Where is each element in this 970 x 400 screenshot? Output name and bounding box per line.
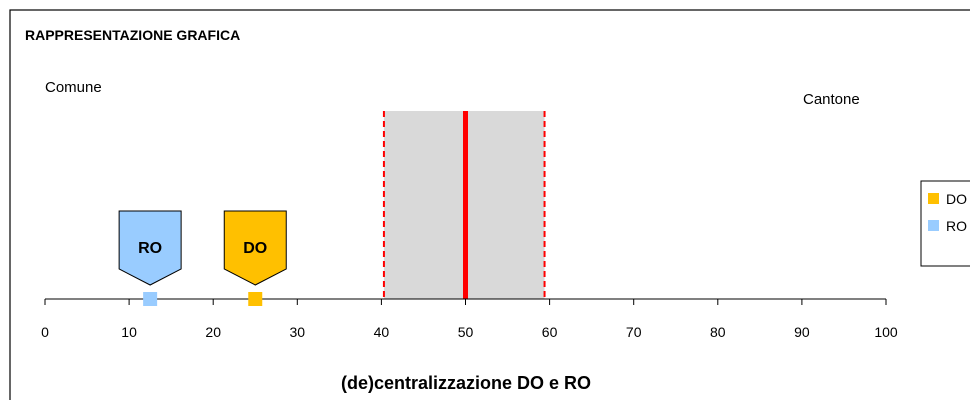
left-label: Comune: [45, 79, 102, 96]
x-tick-label: 60: [542, 324, 558, 340]
x-axis-label: (de)centralizzazione DO e RO: [341, 373, 591, 393]
legend: DO RO: [920, 180, 970, 267]
marker-callout-do: [223, 210, 287, 286]
x-tick-label: 40: [374, 324, 390, 340]
data-point-ro: [143, 292, 158, 306]
marker-label-do: DO: [243, 240, 267, 257]
chart-title: RAPPRESENTAZIONE GRAFICA: [25, 27, 240, 43]
legend-swatch-ro: [928, 220, 939, 231]
x-tick-label: 20: [205, 324, 221, 340]
x-tick-label: 0: [41, 324, 49, 340]
data-point-do: [248, 292, 263, 306]
x-tick-label: 30: [290, 324, 306, 340]
legend-label-ro: RO: [946, 218, 967, 234]
x-tick-label: 90: [794, 324, 810, 340]
right-label: Cantone: [803, 91, 860, 108]
marker-callout-ro: [118, 210, 182, 286]
marker-label-ro: RO: [138, 240, 162, 257]
x-tick-label: 70: [626, 324, 642, 340]
x-tick-label: 100: [874, 324, 898, 340]
plot-area: 0 10 20 30 40 50 60 70 80 90 100 DO RO: [41, 111, 898, 340]
legend-label-do: DO: [946, 191, 967, 207]
x-tick-label: 80: [710, 324, 726, 340]
legend-swatch-do: [928, 193, 939, 204]
x-tick-label: 50: [458, 324, 474, 340]
x-tick-label: 10: [121, 324, 137, 340]
